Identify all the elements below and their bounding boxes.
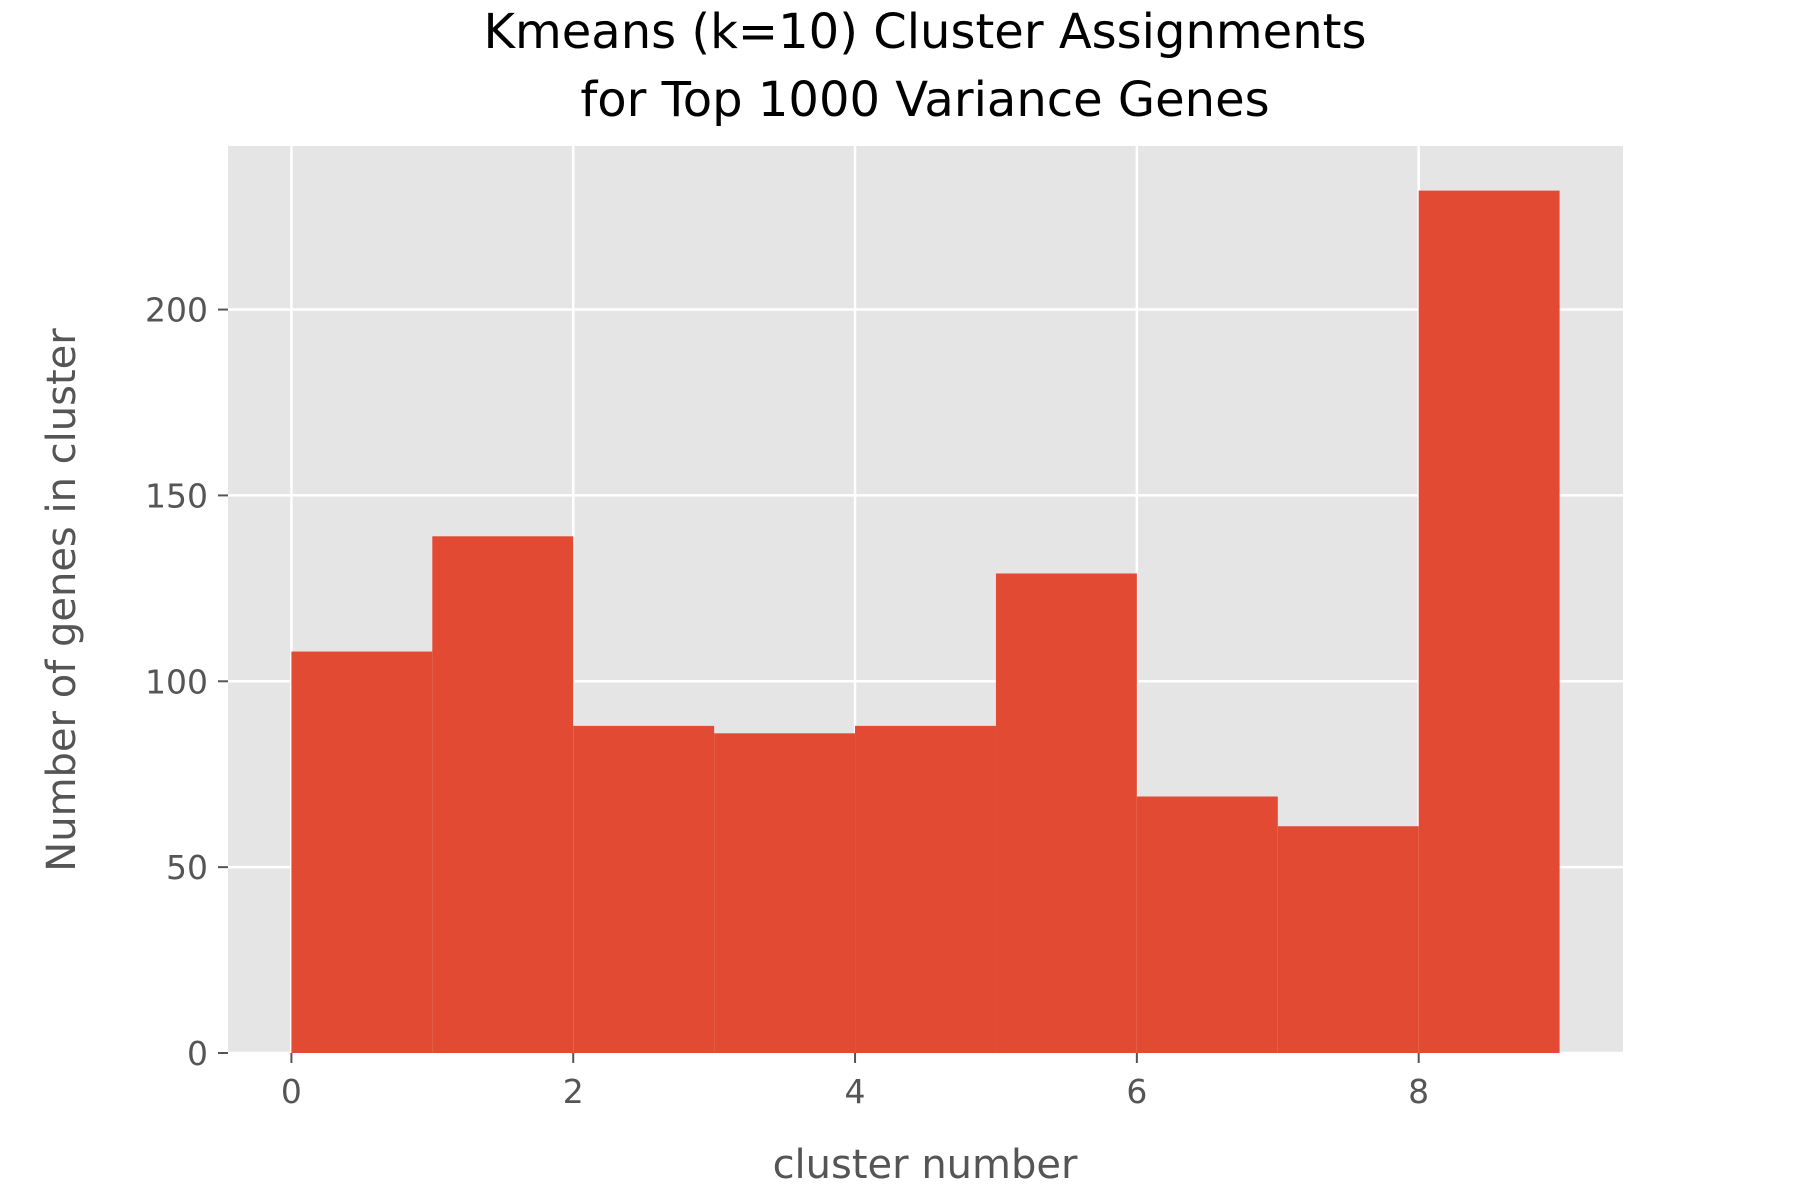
bar-bin-1 <box>432 536 574 1053</box>
y-tick-label: 0 <box>187 1034 208 1073</box>
x-tick-label: 8 <box>1408 1072 1429 1111</box>
bar-bin-6 <box>1136 796 1278 1053</box>
bar-bin-3 <box>714 733 856 1053</box>
y-axis-label: Number of genes in cluster <box>39 328 85 872</box>
bar-bin-4 <box>855 725 996 1053</box>
y-axis-ticks: 0 50 100 150 200 <box>145 291 228 1073</box>
x-tick-label: 4 <box>845 1072 866 1111</box>
bar-bin-7 <box>1277 826 1419 1053</box>
chart-title-line-2: for Top 1000 Variance Genes <box>580 72 1269 128</box>
y-tick-label: 150 <box>145 476 208 515</box>
bar-bin-2 <box>573 725 715 1053</box>
y-tick-label: 200 <box>145 291 208 330</box>
bar-bin-0 <box>291 651 433 1053</box>
x-tick-label: 0 <box>281 1072 302 1111</box>
bar-bin-5 <box>995 573 1137 1053</box>
x-tick-label: 2 <box>563 1072 584 1111</box>
bar-bin-8 <box>1418 190 1560 1053</box>
histogram-bars <box>291 190 1560 1053</box>
x-axis-ticks: 0 2 4 6 8 <box>281 1053 1429 1111</box>
y-tick-label: 50 <box>166 848 208 887</box>
chart-title-line-1: Kmeans (k=10) Cluster Assignments <box>484 4 1367 60</box>
x-tick-label: 6 <box>1126 1072 1147 1111</box>
x-axis-label: cluster number <box>773 1142 1078 1188</box>
y-tick-label: 100 <box>145 662 208 701</box>
